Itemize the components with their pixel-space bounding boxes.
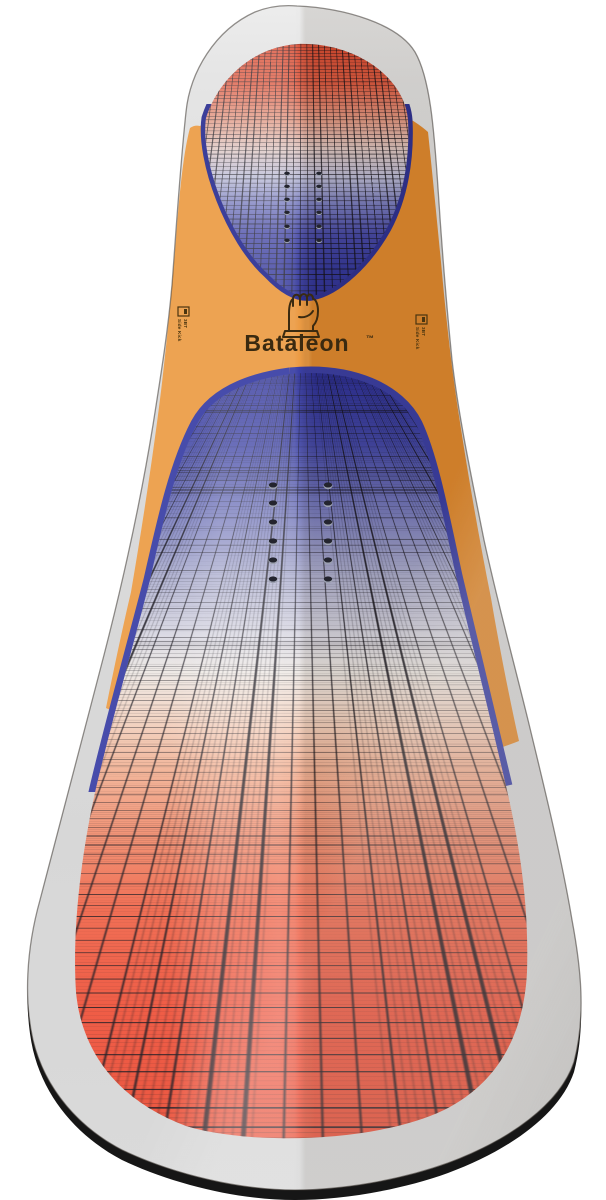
insert-hole-shadow <box>316 210 322 214</box>
insert-hole-shadow <box>316 171 322 175</box>
insert-hole-shadow <box>323 557 333 563</box>
insert-hole-shadow <box>284 184 290 188</box>
insert-hole-shadow <box>268 576 278 582</box>
trademark-symbol: ™ <box>366 334 374 343</box>
insert-hole-shadow <box>316 184 322 188</box>
insert-hole-shadow <box>268 519 278 525</box>
insert-hole-shadow <box>323 482 333 488</box>
insert-hole-shadow <box>268 500 278 506</box>
insert-hole-shadow <box>316 224 322 228</box>
bataleon-fist-icon <box>282 293 320 338</box>
side-label-right-line2: Side Kick <box>415 327 420 350</box>
side-label-right: 3BT Side Kick <box>415 314 428 350</box>
insert-hole-shadow <box>323 519 333 525</box>
side-label-left-line2: Side Kick <box>177 319 182 342</box>
side-label-right-line1: 3BT <box>421 327 426 336</box>
insert-hole-shadow <box>323 576 333 582</box>
insert-hole-shadow <box>284 171 290 175</box>
brand-wordmark: Bataleon <box>244 330 349 356</box>
3bt-logo-icon <box>177 306 190 317</box>
insert-hole-shadow <box>268 538 278 544</box>
insert-hole-shadow <box>268 482 278 488</box>
board-outline <box>26 5 582 1191</box>
insert-hole-shadow <box>284 238 290 242</box>
insert-hole-shadow <box>323 500 333 506</box>
side-label-left-line1: 3BT <box>183 319 188 328</box>
3bt-logo-bar <box>422 317 425 322</box>
3bt-logo-bar <box>184 309 187 314</box>
insert-hole-shadow <box>316 197 322 201</box>
insert-hole-shadow <box>284 224 290 228</box>
insert-hole-shadow <box>323 538 333 544</box>
insert-hole-shadow <box>284 210 290 214</box>
side-label-left: 3BT Side Kick <box>177 306 190 342</box>
3bt-logo-icon <box>415 314 428 325</box>
insert-hole-shadow <box>316 238 322 242</box>
insert-holes-layer <box>268 171 333 584</box>
insert-hole-shadow <box>268 557 278 563</box>
insert-hole-shadow <box>284 197 290 201</box>
